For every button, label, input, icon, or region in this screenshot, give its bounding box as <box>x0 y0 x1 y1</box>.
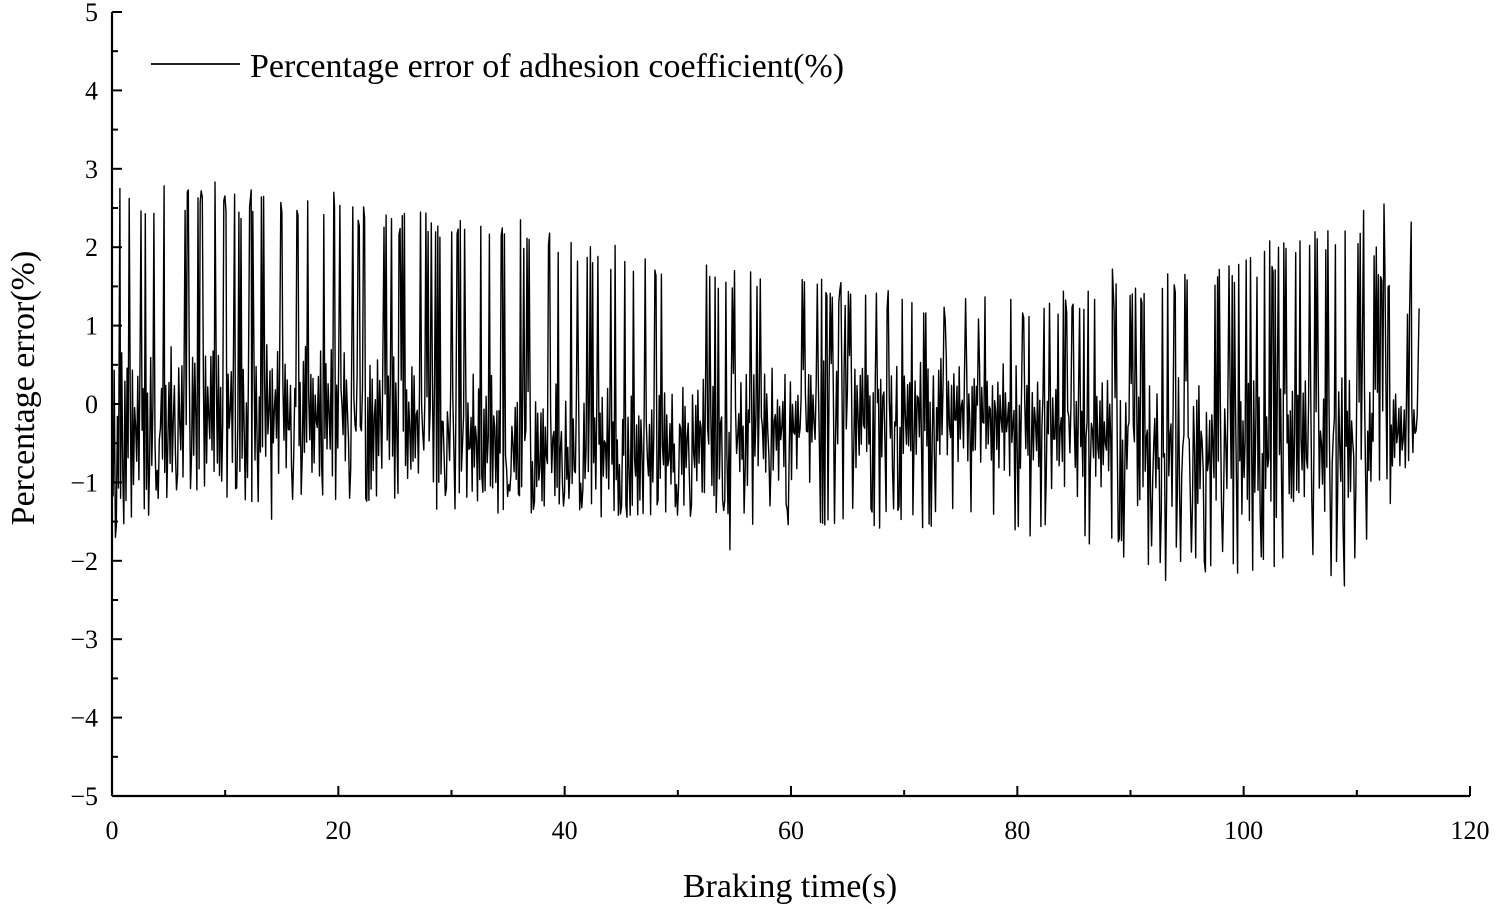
x-tick-label: 40 <box>552 816 578 845</box>
axes-layer: 0 20 40 60 80 100 120 −5 −4 −3 −2 −1 0 1 2 3 4 5 <box>70 0 1489 845</box>
legend: Percentage error of adhesion coefficient… <box>151 48 844 85</box>
y-tick-label: 4 <box>85 76 98 105</box>
y-tick-label: 5 <box>85 0 98 27</box>
x-tick-label: 60 <box>778 816 804 845</box>
y-tick-label: −4 <box>70 704 98 733</box>
x-tick-label: 20 <box>325 816 351 845</box>
y-tick-label: −5 <box>70 782 98 811</box>
x-tick-label: 100 <box>1224 816 1263 845</box>
x-tick-label: 120 <box>1451 816 1490 845</box>
legend-label: Percentage error of adhesion coefficient… <box>250 48 844 85</box>
y-tick-label: −3 <box>70 625 98 654</box>
y-tick-label: 0 <box>85 390 98 419</box>
y-axis-title: Percentage error(%) <box>5 251 42 526</box>
series-line <box>111 181 1420 587</box>
y-tick-label: −2 <box>70 547 98 576</box>
x-tick-label: 80 <box>1004 816 1030 845</box>
y-tick-label: −1 <box>70 468 98 497</box>
y-tick-label: 2 <box>85 233 98 262</box>
x-axis-title: Braking time(s) <box>683 868 897 905</box>
series-layer <box>111 181 1420 587</box>
y-tick-label: 3 <box>85 155 98 184</box>
x-tick-label: 0 <box>106 816 119 845</box>
y-tick-label: 1 <box>85 312 98 341</box>
